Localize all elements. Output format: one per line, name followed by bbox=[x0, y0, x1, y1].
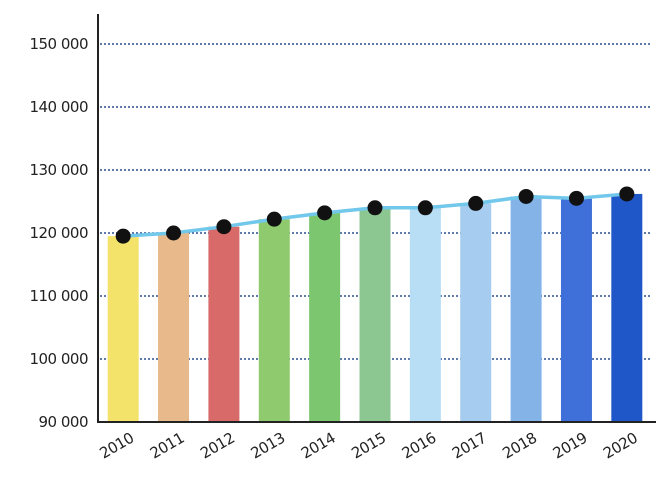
x-tick-label: 2014 bbox=[298, 429, 338, 463]
y-tick-label: 120 000 bbox=[29, 224, 88, 242]
bar-2010 bbox=[107, 236, 139, 422]
bar-2015 bbox=[359, 207, 391, 422]
bars bbox=[107, 193, 643, 422]
bar-2018 bbox=[510, 196, 542, 422]
x-tick-label: 2017 bbox=[449, 429, 489, 463]
x-tick-label: 2013 bbox=[248, 429, 288, 463]
bar-2020 bbox=[611, 193, 643, 422]
bar-2017 bbox=[460, 203, 492, 422]
point-2018 bbox=[518, 188, 534, 204]
x-tick-label: 2012 bbox=[197, 429, 237, 463]
x-tick-label: 2011 bbox=[147, 429, 187, 463]
y-tick-label: 140 000 bbox=[29, 98, 88, 116]
y-tick-label: 110 000 bbox=[29, 287, 88, 305]
x-tick-label: 2020 bbox=[600, 429, 640, 463]
point-2015 bbox=[367, 200, 383, 216]
bar-2011 bbox=[158, 233, 190, 422]
point-2020 bbox=[619, 186, 635, 202]
bar-2012 bbox=[208, 226, 240, 422]
point-2016 bbox=[417, 200, 433, 216]
x-tick-label: 2015 bbox=[348, 429, 388, 463]
point-2019 bbox=[568, 190, 584, 206]
point-2014 bbox=[317, 205, 333, 221]
trend-line bbox=[115, 186, 635, 244]
axes bbox=[97, 14, 656, 423]
point-2013 bbox=[266, 211, 282, 227]
point-2011 bbox=[166, 225, 182, 241]
bar-2019 bbox=[560, 198, 592, 422]
bar-2014 bbox=[309, 212, 341, 422]
point-2017 bbox=[468, 195, 484, 211]
x-tick-label: 2019 bbox=[550, 429, 590, 463]
x-tick-label: 2010 bbox=[97, 429, 137, 463]
y-tick-label: 90 000 bbox=[39, 413, 89, 431]
bar-2013 bbox=[258, 219, 290, 422]
y-tick-label: 150 000 bbox=[29, 35, 88, 53]
point-2012 bbox=[216, 219, 232, 235]
y-tick-label: 130 000 bbox=[29, 161, 88, 179]
x-tick-label: 2018 bbox=[499, 429, 539, 463]
bar-2016 bbox=[409, 207, 441, 422]
x-tick-label: 2016 bbox=[399, 429, 439, 463]
y-tick-label: 100 000 bbox=[29, 350, 88, 368]
point-2010 bbox=[115, 228, 131, 244]
